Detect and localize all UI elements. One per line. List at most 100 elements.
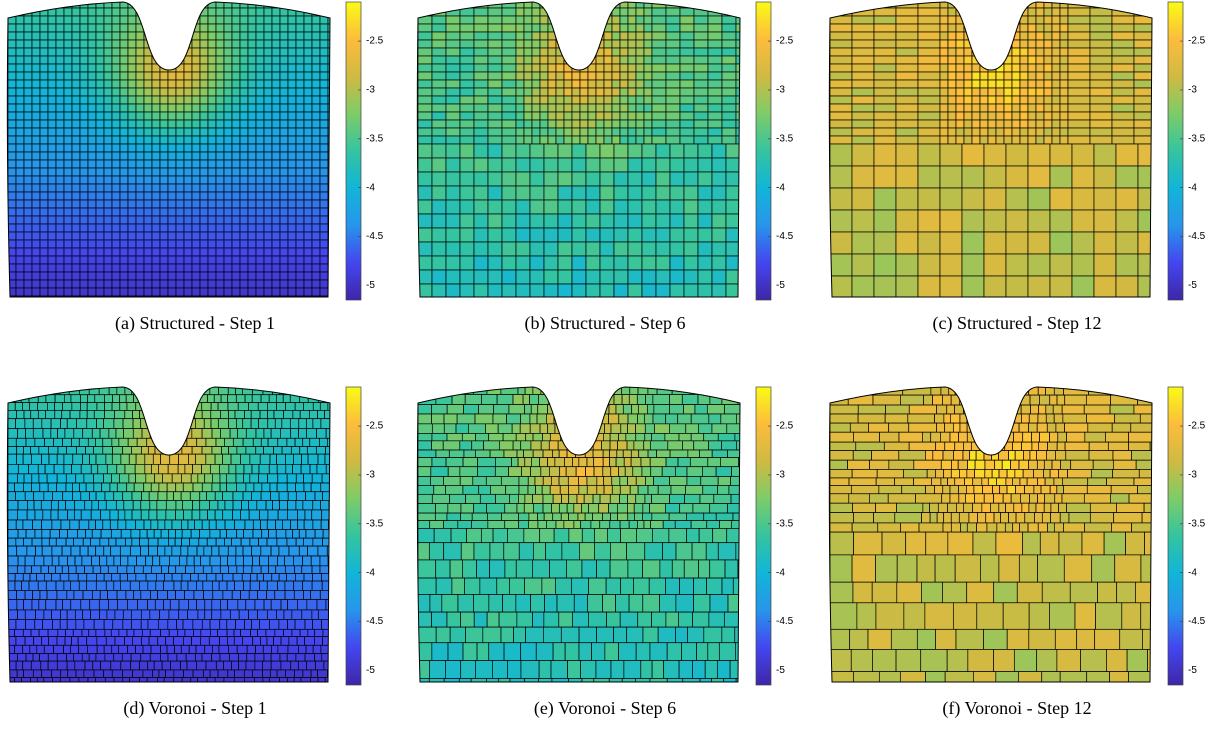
mesh-cell [995,87,1005,97]
mesh-cell [72,628,83,637]
mesh-cell [100,660,112,671]
mesh-cell [271,223,281,233]
mesh-cell [103,183,113,193]
mesh-cell [47,660,58,671]
mesh-cell [501,71,517,81]
mesh-cell [1115,253,1139,277]
mesh-cell [611,23,621,33]
mesh-cell [449,559,463,579]
mesh-cell [15,79,25,89]
mesh-cell [317,677,326,682]
mesh-cell [557,394,567,405]
mesh-cell [77,573,88,582]
mesh-cell [628,520,638,529]
mesh-cell [635,47,645,57]
mesh-cell [103,263,113,273]
mesh-cell [17,387,26,396]
mesh-cell [143,519,152,530]
mesh-cell [163,599,171,611]
mesh-cell [709,594,729,613]
mesh-cell [172,387,184,396]
mesh-cell [159,55,169,65]
mesh-cell [303,573,313,582]
mesh-cell [570,413,579,425]
mesh-cell [183,394,192,404]
mesh-cell [223,111,233,121]
mesh-cell [698,528,714,544]
mesh-cell [1133,31,1152,41]
mesh-cell [619,111,629,121]
mesh-cell [697,171,713,187]
mesh-cell [263,23,273,33]
mesh-cell [293,580,304,591]
mesh-cell [59,573,70,582]
mesh-cell [460,660,476,679]
mesh-cell [971,119,981,129]
mesh-cell [1133,15,1152,25]
mesh-cell [271,47,281,57]
mesh-cell [266,580,279,591]
mesh-cell [173,677,183,682]
mesh-cell [643,119,653,129]
mesh-cell [263,111,273,121]
mesh-cell [599,185,615,201]
mesh-cell [595,413,603,425]
mesh-cell [207,63,217,73]
mesh-cell [328,519,330,530]
mesh-cell [176,619,184,630]
mesh-cell [543,143,559,159]
mesh-cell [446,611,462,628]
mesh [7,2,330,297]
mesh-cell [192,619,203,630]
mesh-cell [71,239,81,249]
mesh-cell [430,466,449,477]
mesh-cell [319,55,329,65]
mesh-cell [1049,209,1073,233]
mesh-cell [1019,135,1029,145]
mesh-cell [223,223,233,233]
mesh-cell [103,95,113,105]
mesh-cell [159,23,169,33]
mesh-cell [1133,95,1152,105]
mesh-cell [829,187,853,211]
mesh-cell [95,437,104,447]
mesh-cell [587,2,597,9]
mesh-cell [1035,71,1045,81]
mesh-cell [995,55,1005,65]
mesh-cell [328,644,330,655]
mesh-cell [74,555,83,567]
mesh-cell [88,519,96,530]
mesh-cell [7,127,17,137]
mesh-cell [711,157,727,173]
mesh-cell [895,275,919,297]
mesh-cell [655,283,671,297]
mesh-cell [7,55,17,65]
mesh-cell [971,7,981,17]
mesh-cell [239,279,249,289]
mesh-cell [39,247,49,257]
mesh-cell [47,279,57,289]
panel: -5-4.5-4-3.5-3-2.5(d) Voronoi - Step 1 [6,386,384,719]
mesh-cell [204,473,213,484]
mesh-cell [76,418,88,429]
mesh-cell [259,580,268,591]
mesh-cell [417,404,433,415]
mesh-cell [183,143,193,153]
mesh-cell [279,677,288,682]
mesh-cell [1093,253,1117,277]
mesh-cell [987,31,997,41]
mesh-cell [459,135,475,145]
mesh-cell [269,619,280,630]
mesh-cell [220,428,231,439]
mesh-cell [30,660,42,671]
mesh-cell [301,565,313,574]
mesh-cell [87,223,97,233]
mesh-cell [286,437,296,447]
mesh-cell [149,500,158,511]
mesh-cell [87,159,97,169]
mesh-cell [963,47,973,57]
mesh-cell [55,71,65,81]
mesh-cell [603,95,613,105]
mesh-cell [223,79,233,89]
mesh-cell [247,255,257,265]
